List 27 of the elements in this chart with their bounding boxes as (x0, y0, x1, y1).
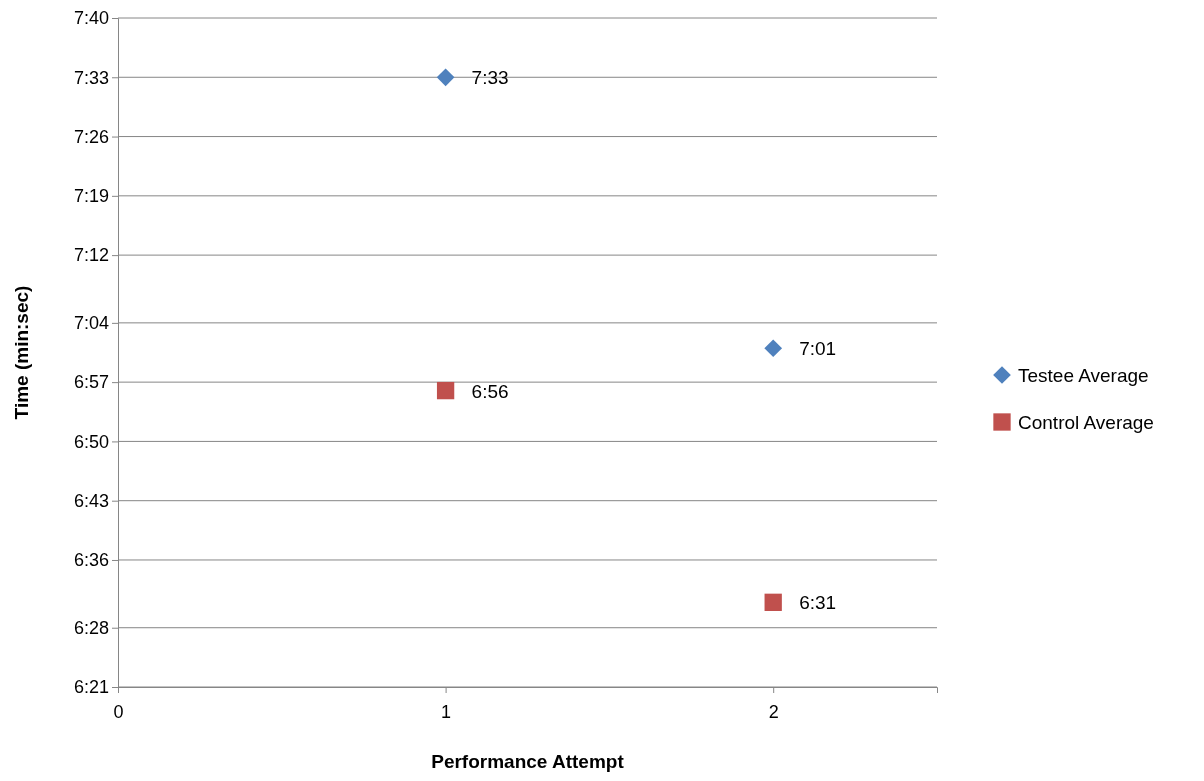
x-tick-label: 2 (768, 701, 779, 722)
y-tick-label: 7:19 (73, 186, 109, 207)
x-axis-title: Performance Attempt (431, 751, 625, 772)
x-tick-label: 1 (441, 701, 452, 722)
y-tick-label: 6:28 (73, 617, 109, 638)
y-tick-label: 7:12 (73, 245, 109, 266)
point (436, 68, 455, 87)
legend-label: Testee Average (1018, 365, 1149, 386)
y-tick-label: 7:33 (73, 67, 109, 88)
legend-label: Control Average (1018, 412, 1154, 433)
data-label: 6:31 (799, 592, 837, 614)
y-tick-label: 6:36 (73, 550, 109, 571)
y-tick-label: 7:04 (73, 313, 109, 334)
point (436, 381, 455, 400)
data-label: 6:56 (471, 380, 509, 402)
y-tick-label: 6:57 (73, 372, 109, 393)
y-tick-label: 6:50 (73, 431, 109, 452)
y-axis-title: Time (min:sec) (11, 285, 32, 420)
x-tick-label: 0 (113, 701, 124, 722)
y-tick-label: 6:43 (73, 490, 109, 511)
data-label: 7:01 (799, 338, 837, 360)
point (764, 339, 783, 358)
y-tick-label: 7:26 (73, 126, 109, 147)
data-label: 7:33 (471, 67, 509, 89)
point (764, 593, 782, 611)
y-tick-label: 6:21 (73, 677, 109, 698)
y-tick-label: 7:40 (73, 8, 109, 29)
